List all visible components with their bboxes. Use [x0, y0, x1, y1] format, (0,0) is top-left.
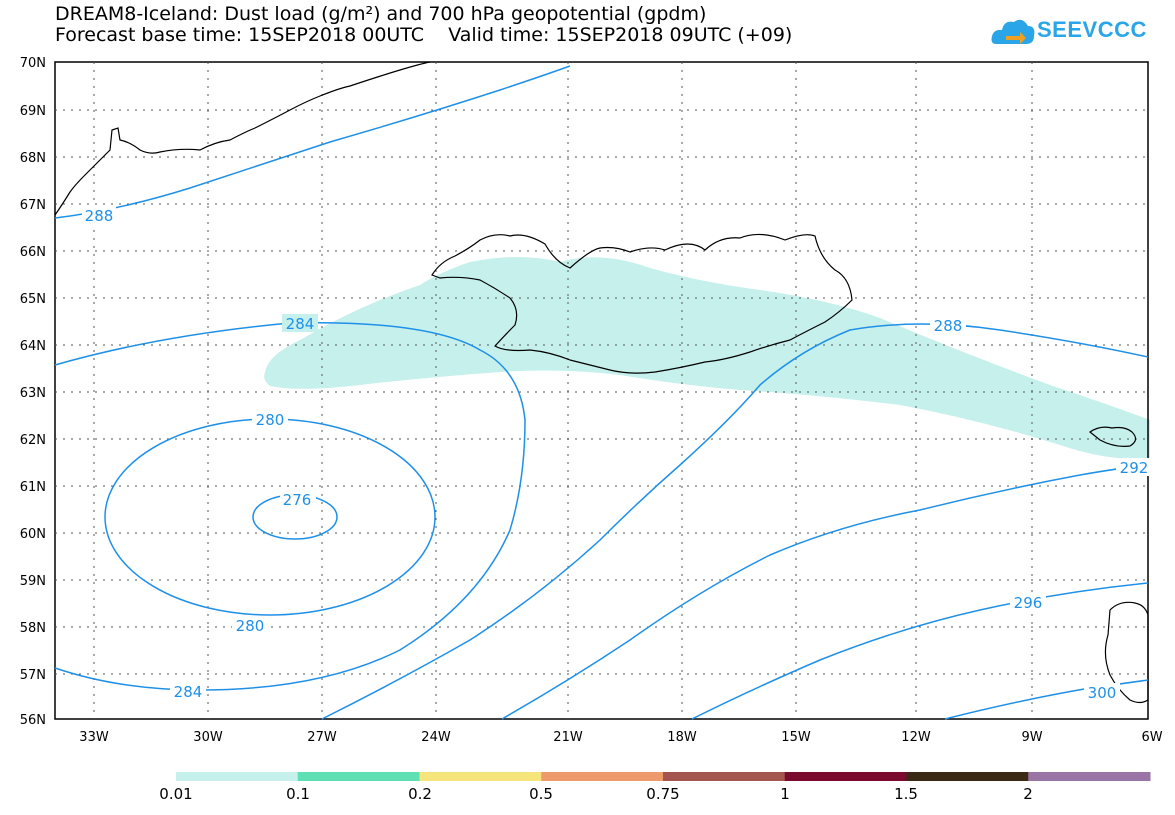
- colorbar: [176, 772, 1151, 781]
- colorbar-label: 0.1: [286, 785, 310, 803]
- colorbar-swatch: [906, 772, 1029, 781]
- contour-label: 300: [1088, 684, 1117, 702]
- colorbar-swatch: [176, 772, 299, 781]
- colorbar-label: 0.01: [159, 785, 193, 803]
- colorbar-label: 0.5: [529, 785, 553, 803]
- contour-label: 284: [286, 315, 315, 333]
- lon-label: 18W: [667, 730, 697, 745]
- colorbar-label: 2: [1023, 785, 1033, 803]
- greenland-coast: [54, 61, 431, 216]
- lat-label: 60N: [20, 527, 46, 542]
- lat-label: 65N: [20, 292, 46, 307]
- latitude-labels: 70N 69N 68N 67N 66N 65N 64N 63N 62N 61N …: [20, 56, 46, 728]
- lat-label: 59N: [20, 574, 46, 589]
- colorbar-swatch: [419, 772, 542, 781]
- lat-label: 70N: [20, 56, 46, 71]
- faroe-islands: [1088, 426, 1137, 447]
- lat-label: 68N: [20, 151, 46, 166]
- colorbar-label: 0.2: [408, 785, 432, 803]
- lat-label: 64N: [20, 339, 46, 354]
- lat-label: 57N: [20, 668, 46, 683]
- lat-label: 67N: [20, 198, 46, 213]
- scotland-coast: [1104, 601, 1149, 704]
- map-title: DREAM8-Iceland: Dust load (g/m²) and 700…: [55, 3, 707, 25]
- lon-label: 33W: [79, 730, 109, 745]
- contour-label: 296: [1014, 594, 1043, 612]
- lat-label: 58N: [20, 621, 46, 636]
- lon-label: 15W: [781, 730, 811, 745]
- lat-label: 63N: [20, 386, 46, 401]
- lat-label: 66N: [20, 245, 46, 260]
- logo-text: SEEVCCC: [1037, 17, 1147, 42]
- colorbar-label: 1: [780, 785, 790, 803]
- lat-label: 69N: [20, 104, 46, 119]
- contour-label: 292: [1120, 459, 1149, 477]
- lat-label: 61N: [20, 480, 46, 495]
- iceland-coast: [431, 233, 853, 374]
- graticule: [55, 62, 1148, 719]
- lon-label: 12W: [901, 730, 931, 745]
- colorbar-swatch: [784, 772, 907, 781]
- map-frame: [54, 61, 1149, 720]
- lon-label: 9W: [1021, 730, 1042, 745]
- forecast-time-line: Forecast base time: 15SEP2018 00UTC Vali…: [55, 24, 793, 46]
- lat-label: 56N: [20, 713, 46, 728]
- seevccc-logo: [991, 19, 1035, 44]
- lon-label: 27W: [307, 730, 337, 745]
- colorbar-swatch: [541, 772, 664, 781]
- contour-label: 276: [283, 491, 312, 509]
- colorbar-swatch: [663, 772, 786, 781]
- lon-label: 21W: [553, 730, 583, 745]
- lat-label: 62N: [20, 433, 46, 448]
- colorbar-swatch: [297, 772, 420, 781]
- contour-label: 288: [85, 207, 114, 225]
- lon-label: 30W: [193, 730, 223, 745]
- dust-load-area: [264, 257, 1150, 459]
- contour-label: 288: [934, 317, 963, 335]
- longitude-labels: 33W 30W 27W 24W 21W 18W 15W 12W 9W 6W: [79, 730, 1162, 745]
- contour-label: 280: [236, 617, 265, 635]
- contour-labels: 288 284 280 276 280 284 288 292 296 300: [82, 206, 1152, 702]
- coastlines: [54, 61, 1149, 704]
- contour-label: 280: [256, 411, 285, 429]
- colorbar-swatch: [1028, 772, 1151, 781]
- colorbar-label: 0.75: [646, 785, 680, 803]
- colorbar-label: 1.5: [894, 785, 918, 803]
- contour-label: 284: [174, 683, 203, 701]
- lon-label: 24W: [421, 730, 451, 745]
- lon-label: 6W: [1141, 730, 1162, 745]
